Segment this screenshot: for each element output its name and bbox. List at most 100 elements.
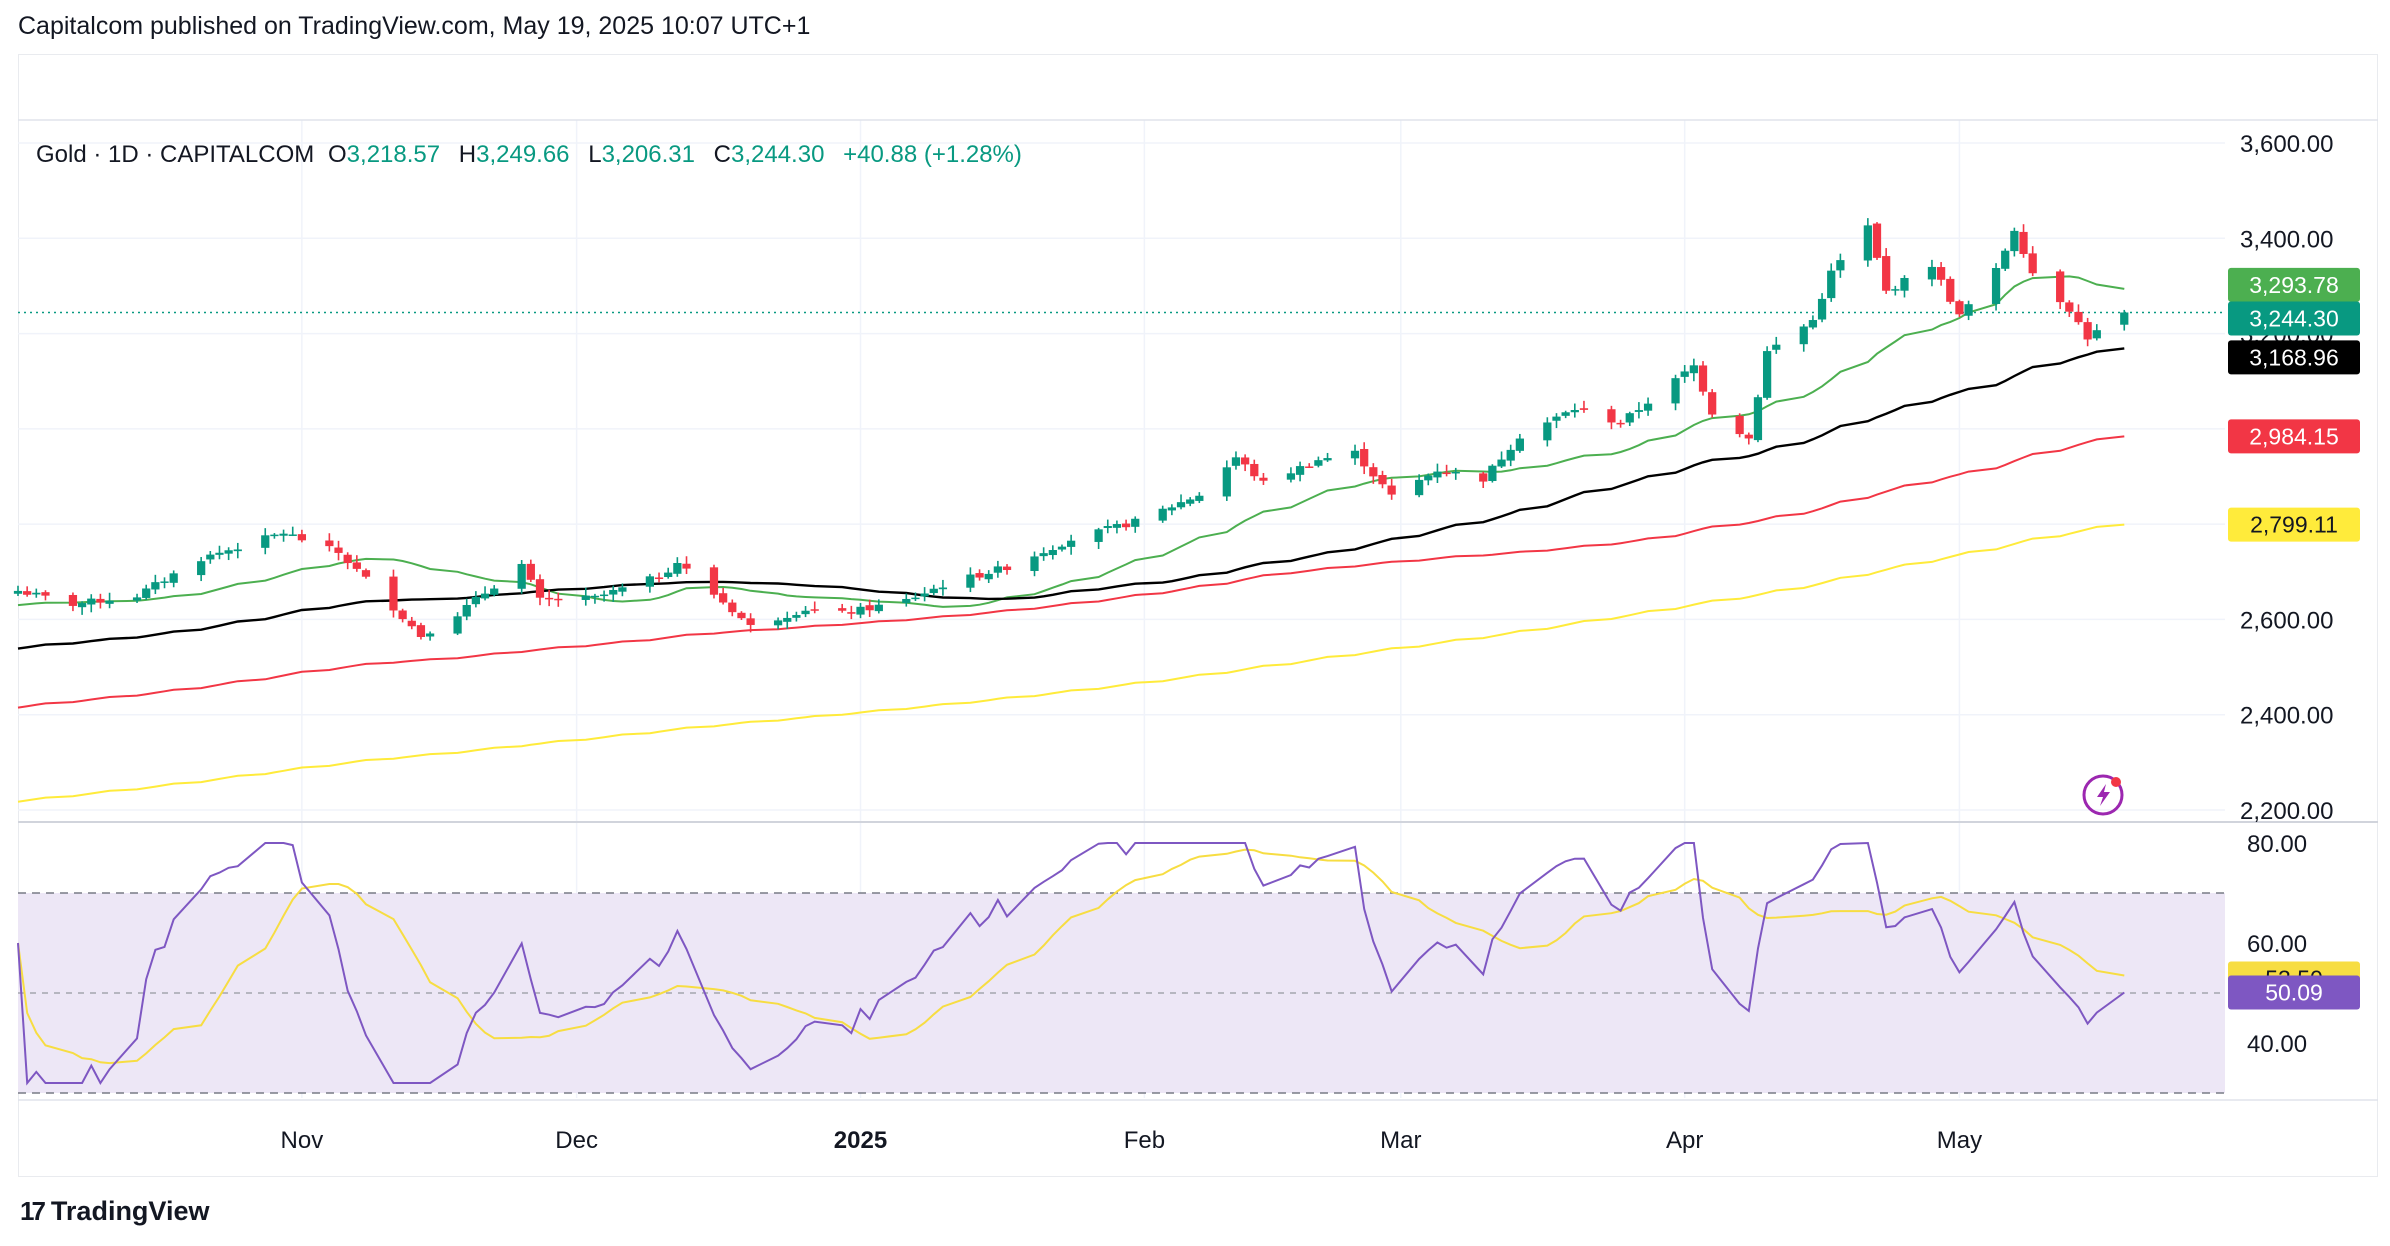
candle-body	[1323, 458, 1332, 461]
candle-body	[783, 617, 792, 622]
candle-body	[535, 579, 545, 598]
price-axis-label: 2,400.00	[2240, 703, 2333, 730]
ma50-line	[17, 347, 2125, 650]
candle-body	[1634, 410, 1644, 412]
ma20-line	[17, 275, 2125, 608]
candle-body	[1744, 434, 1753, 439]
price-axis-label: 2,600.00	[2240, 607, 2333, 634]
candle-body	[407, 620, 416, 627]
candle-body	[664, 572, 673, 578]
badge-rsi-bg	[2228, 975, 2360, 1010]
candle-body	[1643, 403, 1653, 411]
candle-body	[343, 554, 352, 564]
candle-body	[1121, 523, 1131, 528]
candle-body	[41, 592, 50, 596]
candle-body	[1360, 448, 1369, 467]
rsi-axis-label: 60.00	[2247, 931, 2307, 958]
candle-body	[233, 549, 242, 552]
candle-body	[1002, 566, 1012, 571]
candle-body	[398, 610, 407, 620]
badge-ma100-label: 2,984.15	[2249, 423, 2339, 449]
grid	[18, 119, 2378, 1101]
candle-body	[1039, 553, 1048, 557]
candle-body	[1680, 371, 1689, 377]
candle-body	[352, 562, 361, 569]
candle-body	[288, 534, 297, 536]
candle-body	[865, 605, 874, 611]
candle-body	[654, 577, 664, 579]
time-axis-label: Dec	[555, 1127, 598, 1154]
candle-body	[746, 618, 755, 625]
candle-body	[618, 587, 627, 592]
candle-body	[87, 598, 96, 605]
candle-body	[416, 625, 426, 637]
candle-body	[1872, 223, 1882, 258]
candle-body	[32, 592, 41, 595]
candle-body	[1241, 457, 1250, 465]
candle-body	[1882, 256, 1891, 291]
candle-body	[1991, 268, 2001, 304]
candle-body	[1131, 518, 1140, 527]
candle-body	[1900, 277, 1909, 291]
candle-body	[1708, 392, 1717, 415]
candle-body	[1186, 499, 1195, 504]
candle-body	[984, 573, 993, 580]
candle-body	[2092, 330, 2101, 339]
candle-body	[1250, 463, 1259, 477]
badge-ma100-bg	[2228, 419, 2360, 454]
candle-body	[1112, 524, 1122, 528]
badge-rsi-label: 50.09	[2265, 980, 2323, 1006]
candle-body	[270, 534, 279, 537]
candle-body	[1946, 278, 1955, 302]
candle-body	[911, 597, 920, 600]
candle-body	[599, 594, 609, 597]
axes: 2,200.002,400.002,600.002,800.003,000.00…	[281, 131, 2334, 1154]
candle-body	[215, 552, 224, 555]
candle-body	[1158, 508, 1167, 521]
rsi-pane[interactable]	[17, 841, 2225, 1094]
candle-body	[1799, 326, 1808, 345]
candle-body	[554, 598, 563, 601]
candle-body	[1415, 479, 1424, 496]
candle-body	[2120, 312, 2129, 325]
badge-ma200: 2,799.11	[2228, 507, 2360, 542]
candle-body	[2083, 322, 2092, 340]
candle-body	[1305, 466, 1314, 468]
candle-body	[1552, 416, 1561, 421]
badge-ma50-label: 3,168.96	[2249, 344, 2339, 370]
lightning-icon[interactable]	[2082, 774, 2124, 816]
candle-body	[929, 588, 938, 594]
candle-body	[1891, 289, 1900, 291]
candle-body	[1176, 502, 1186, 508]
candle-body	[1103, 526, 1112, 529]
candle-body	[334, 547, 343, 553]
ma200-line	[17, 523, 2125, 803]
candle-body	[545, 597, 554, 600]
candle-body	[975, 573, 984, 578]
candle-body	[1167, 507, 1176, 511]
badge-ma20-label: 3,293.78	[2249, 272, 2339, 298]
time-axis-label: Mar	[1380, 1127, 1421, 1154]
candle-body	[279, 533, 288, 536]
time-axis-label: Apr	[1666, 1127, 1703, 1154]
published-caption: Capitalcom published on TradingView.com,…	[18, 12, 811, 40]
candle-body	[1515, 438, 1524, 451]
candle-body	[1424, 475, 1433, 481]
candle-body	[1827, 270, 1836, 299]
candle-body	[1762, 351, 1772, 398]
candle-body	[197, 561, 206, 576]
candle-body	[1671, 378, 1680, 404]
candle-body	[838, 608, 847, 611]
candle-body	[1048, 549, 1057, 556]
candle-body	[453, 616, 462, 634]
candle-body	[1222, 467, 1231, 497]
candle-body	[920, 593, 929, 597]
candle-body	[169, 573, 178, 583]
candle-body	[1735, 415, 1744, 435]
candle-body	[261, 535, 270, 548]
badge-ma20-bg	[2228, 267, 2360, 302]
badge-ma50-bg	[2228, 340, 2360, 375]
price-axis-label: 3,400.00	[2240, 226, 2333, 253]
candle-body	[938, 587, 948, 590]
